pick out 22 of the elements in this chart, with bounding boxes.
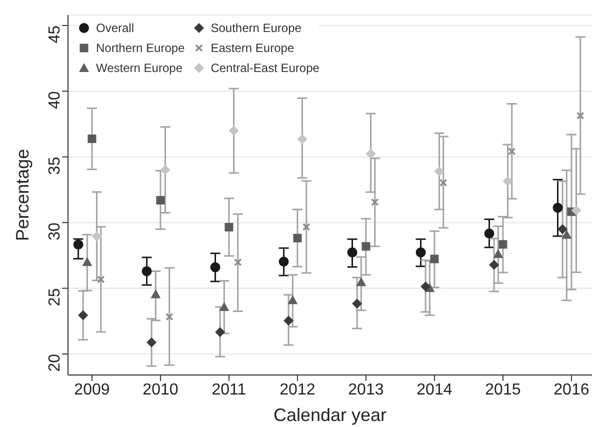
legend-label: Western Europe: [96, 61, 182, 75]
y-tick-label: 30: [46, 222, 64, 240]
y-tick-label: 25: [46, 288, 64, 306]
x-tick-label: 2011: [212, 381, 246, 398]
legend-label: Southern Europe: [210, 21, 302, 35]
x-tick-label: 2016: [554, 381, 590, 398]
x-tick-label: 2012: [280, 381, 316, 398]
legend-label: Northern Europe: [96, 41, 185, 55]
legend-label: Overall: [96, 21, 134, 35]
x-tick-label: 2009: [74, 381, 110, 398]
y-tick-label: 45: [46, 25, 64, 44]
legend-label: Central-East Europe: [210, 61, 320, 75]
x-axis-title: Calendar year: [273, 405, 387, 425]
y-tick-label: 35: [46, 156, 64, 175]
x-tick-label: 2015: [485, 381, 521, 398]
x-tick-label: 2014: [416, 381, 452, 398]
x-tick-label: 2010: [142, 381, 178, 398]
y-axis-title: Percentage: [12, 148, 32, 242]
x-tick-label: 2013: [348, 381, 384, 398]
y-tick-label: 40: [46, 91, 64, 109]
y-tick-label: 20: [46, 354, 64, 372]
legend-label: Eastern Europe: [210, 41, 294, 55]
